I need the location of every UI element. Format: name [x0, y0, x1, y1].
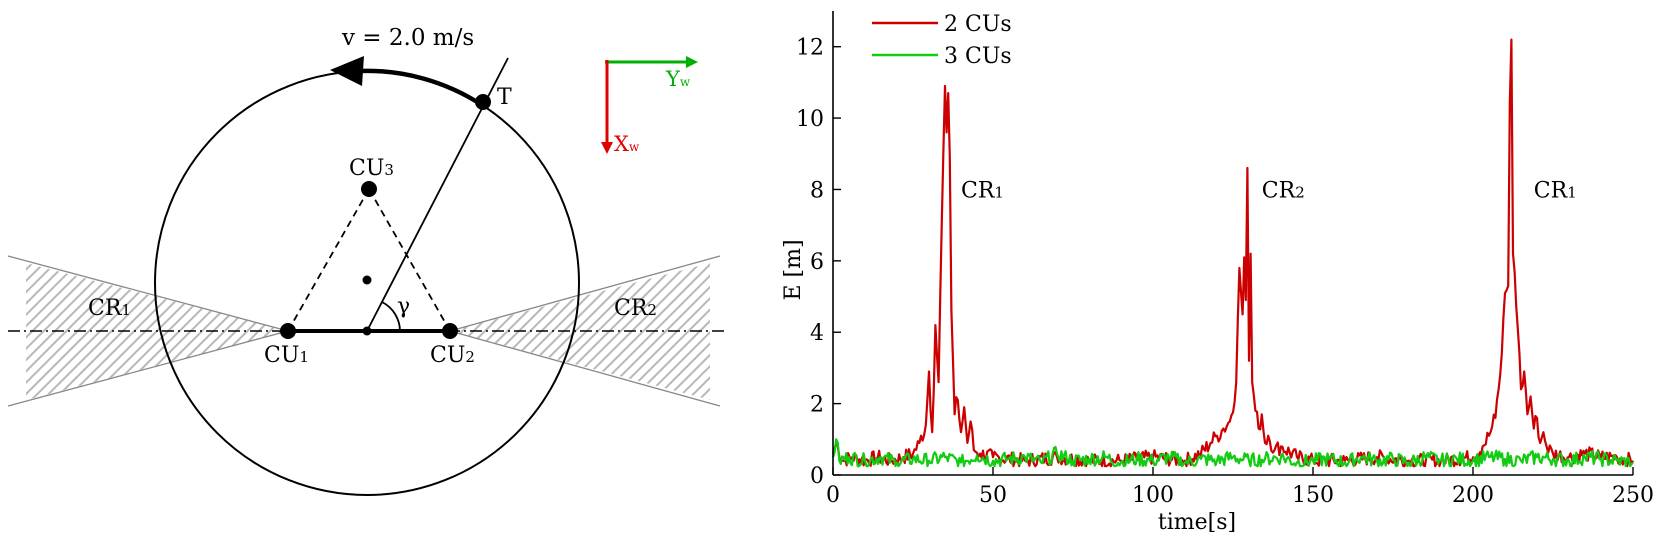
y-axis-title: E [m]	[781, 239, 806, 300]
velocity-arrow	[357, 68, 484, 107]
x-axis-label: Xw	[614, 132, 640, 156]
x-tick-label: 100	[1132, 483, 1174, 508]
y-tick-label: 2	[810, 393, 824, 418]
chart-annotations: CR1 CR2 CR1	[961, 178, 1577, 203]
cr1-edge-bottom	[7, 330, 289, 407]
centroid-point	[362, 275, 372, 285]
x-tick-label: 200	[1452, 483, 1494, 508]
triangle-side-right	[368, 188, 451, 332]
y-tick-label: 8	[810, 178, 824, 203]
triangle-side-left	[287, 188, 370, 332]
cu2-label: CU2	[430, 343, 475, 368]
chart-annotation: CR2	[1262, 178, 1305, 203]
y-tick-label: 12	[796, 36, 824, 61]
world-frame: Yw Xw	[601, 56, 698, 156]
x-axis-arrowhead	[601, 142, 613, 154]
ticks: 0 50 100 150 200 250 0 2 4 6 8 10 12	[796, 36, 1654, 508]
y-axis-label: Yw	[665, 67, 691, 91]
cu1-label: CU1	[264, 343, 309, 368]
x-tick-label: 0	[826, 483, 840, 508]
gamma-arc	[381, 301, 401, 332]
series-line-1	[831, 38, 1635, 468]
error-chart: 0 50 100 150 200 250 0 2 4 6 8 10 12 time[s] E [m] C…	[781, 11, 1654, 535]
legend-label: 3 CUs	[944, 44, 1012, 69]
y-tick-label: 0	[810, 464, 824, 489]
y-tick-label: 4	[810, 321, 824, 346]
y-tick-label: 10	[796, 107, 824, 132]
y-axis-arrowhead	[686, 56, 698, 68]
cr2-edge-bottom	[449, 330, 721, 407]
cr2-region-label: CR2	[614, 296, 657, 321]
cu3-node	[361, 181, 377, 197]
legend-label: 2 CUs	[944, 12, 1012, 37]
cr1-region-label: CR1	[88, 296, 131, 321]
cr2-edge-top	[449, 255, 721, 332]
chart-annotation: CR1	[961, 178, 1004, 203]
geometry-diagram: v = 2.0 m/s T CU3 CU1 CU2 CR1 CR2 γ Yw X…	[7, 25, 726, 496]
cu2-node	[442, 323, 458, 339]
y-tick-label: 6	[810, 250, 824, 275]
velocity-arrowhead	[330, 56, 364, 86]
chart-annotation: CR1	[1534, 178, 1577, 203]
x-axis-title: time[s]	[1158, 510, 1236, 535]
gamma-label: γ	[397, 294, 410, 319]
plot-lines	[831, 38, 1635, 468]
series-line-2	[831, 438, 1634, 468]
x-tick-label: 50	[979, 483, 1007, 508]
target-label: T	[497, 85, 512, 110]
x-tick-label: 250	[1612, 483, 1654, 508]
x-tick-label: 150	[1292, 483, 1334, 508]
cu3-label: CU3	[349, 156, 394, 181]
target-node	[475, 94, 491, 110]
cr1-edge-top	[7, 255, 289, 332]
baseline-midpoint	[362, 326, 372, 336]
cu1-node	[280, 323, 296, 339]
velocity-label: v = 2.0 m/s	[341, 25, 474, 51]
legend: 2 CUs 3 CUs	[872, 12, 1012, 69]
